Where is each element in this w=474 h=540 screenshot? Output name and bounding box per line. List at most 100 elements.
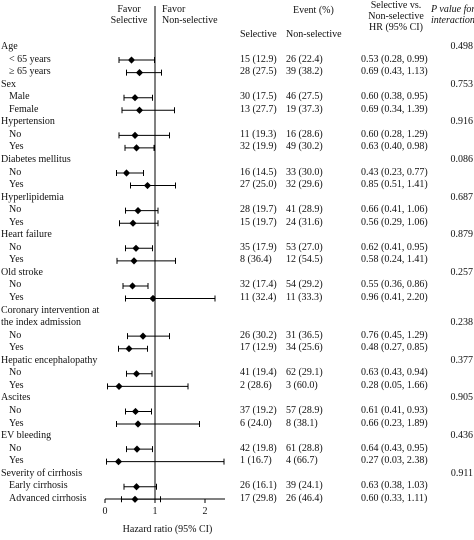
nonselective-event: 62 (29.1) bbox=[286, 367, 323, 379]
estimate-row bbox=[123, 483, 157, 491]
subgroup-label: Advanced cirrhosis bbox=[9, 492, 87, 504]
subgroup-label: ≥ 65 years bbox=[9, 66, 51, 78]
estimate-row bbox=[116, 169, 144, 177]
estimate-row bbox=[121, 106, 175, 114]
hr-point bbox=[134, 207, 142, 215]
selective-event: 11 (32.4) bbox=[240, 292, 277, 303]
hazard-ratio-ci: 0.62 (0.41, 0.95) bbox=[361, 241, 428, 253]
selective-event: 17 (29.8) bbox=[240, 492, 277, 504]
selective-event: 2 (28.6) bbox=[240, 379, 272, 391]
p-value: 0.377 bbox=[450, 354, 474, 366]
nonselective-event: 12 (54.5) bbox=[286, 254, 323, 266]
estimate-row bbox=[125, 407, 152, 416]
estimate-row bbox=[126, 445, 153, 453]
estimate-row bbox=[124, 144, 155, 152]
p-value: 0.916 bbox=[450, 116, 474, 128]
estimate-row bbox=[118, 345, 148, 353]
subgroup-label: Yes bbox=[9, 254, 24, 266]
p-value: 0.911 bbox=[450, 467, 473, 479]
p-value: 0.498 bbox=[450, 41, 474, 52]
nonselective-event: 4 (66.7) bbox=[286, 455, 318, 467]
selective-col-header: Selective bbox=[240, 29, 277, 40]
hr-point bbox=[143, 181, 152, 190]
estimate-row bbox=[125, 207, 159, 215]
hazard-ratio-ci: 0.28 (0.05, 1.66) bbox=[361, 379, 428, 391]
selective-event: 6 (24.0) bbox=[240, 417, 272, 429]
selective-event: 37 (19.2) bbox=[240, 404, 277, 416]
nonselective-event: 3 (60.0) bbox=[286, 379, 318, 391]
selective-event: 16 (14.5) bbox=[240, 166, 277, 178]
subgroup-label: Yes bbox=[9, 141, 24, 153]
hr-point bbox=[132, 370, 141, 378]
nonselective-event: 39 (38.2) bbox=[286, 66, 323, 78]
estimate-row bbox=[125, 294, 216, 303]
subgroup-heading: Coronary intervention at the index admis… bbox=[1, 304, 100, 329]
selective-event: 30 (17.5) bbox=[240, 91, 277, 103]
hazard-ratio-ci: 0.69 (0.34, 1.39) bbox=[361, 103, 428, 115]
hr-point bbox=[125, 345, 133, 353]
hazard-ratio-ci: 0.61 (0.41, 0.93) bbox=[361, 404, 428, 416]
nonselective-event: 26 (46.4) bbox=[286, 492, 323, 504]
estimate-row bbox=[122, 282, 149, 290]
selective-event: 1 (16.7) bbox=[240, 455, 272, 467]
hr-point bbox=[133, 445, 141, 453]
subgroup-label: < 65 years bbox=[9, 53, 51, 65]
estimate-row bbox=[116, 257, 176, 265]
selective-event: 15 (12.9) bbox=[240, 53, 277, 65]
p-value: 0.238 bbox=[450, 317, 474, 329]
nonselective-event: 8 (38.1) bbox=[286, 417, 318, 429]
subgroup-heading: Hepatic encephalopathy bbox=[1, 354, 98, 366]
nonselective-event: 49 (30.2) bbox=[286, 141, 323, 153]
estimate-row bbox=[126, 370, 153, 378]
hazard-ratio-ci: 0.27 (0.03, 2.38) bbox=[361, 455, 428, 467]
subgroup-heading: Old stroke bbox=[1, 266, 43, 278]
nonselective-event: 24 (31.6) bbox=[286, 216, 323, 228]
selective-event: 26 (30.2) bbox=[240, 329, 277, 341]
subgroup-heading: Age bbox=[1, 41, 18, 52]
p-value: 0.879 bbox=[450, 229, 474, 241]
hr-point bbox=[131, 94, 139, 102]
selective-event: 27 (25.0) bbox=[240, 179, 277, 191]
subgroup-label: No bbox=[9, 404, 22, 416]
p-value: 0.905 bbox=[450, 392, 474, 404]
nonselective-event: 34 (25.6) bbox=[286, 342, 323, 354]
hazard-ratio-ci: 0.63 (0.43, 0.94) bbox=[361, 367, 428, 379]
hr-point bbox=[132, 144, 141, 152]
subgroup-label: No bbox=[9, 279, 22, 291]
hazard-ratio-ci: 0.53 (0.28, 0.99) bbox=[361, 53, 428, 65]
estimate-row bbox=[126, 69, 162, 77]
hr-point bbox=[130, 257, 138, 265]
nonselective-event: 31 (36.5) bbox=[286, 329, 323, 341]
nonselective-event: 39 (24.1) bbox=[286, 480, 323, 492]
selective-event: 32 (19.9) bbox=[240, 141, 277, 153]
nonselective-event: 57 (28.9) bbox=[286, 404, 323, 416]
favor-nonselective-label: Favor Non-selective bbox=[162, 4, 218, 26]
hazard-ratio-ci: 0.64 (0.43, 0.95) bbox=[361, 442, 428, 454]
hazard-ratio-ci: 0.55 (0.36, 0.86) bbox=[361, 279, 428, 291]
subgroup-label: Female bbox=[9, 103, 39, 115]
hazard-ratio-ci: 0.63 (0.38, 1.03) bbox=[361, 480, 428, 492]
hazard-ratio-ci: 0.60 (0.38, 0.95) bbox=[361, 91, 428, 103]
hr-point bbox=[115, 382, 123, 390]
hr-point bbox=[114, 458, 123, 466]
hr-point bbox=[139, 332, 147, 340]
selective-event: 28 (19.7) bbox=[240, 204, 277, 216]
selective-event: 28 (27.5) bbox=[240, 66, 277, 78]
subgroup-label: No bbox=[9, 442, 22, 454]
selective-event: 8 (36.4) bbox=[240, 254, 272, 266]
hazard-ratio-ci: 0.43 (0.23, 0.77) bbox=[361, 166, 428, 178]
p-value: 0.086 bbox=[450, 153, 474, 165]
subgroup-label: No bbox=[9, 128, 22, 140]
nonselective-event: 53 (27.0) bbox=[286, 241, 323, 253]
selective-event: 41 (19.4) bbox=[240, 367, 277, 379]
subgroup-label: No bbox=[9, 329, 22, 341]
selective-event: 17 (12.9) bbox=[240, 342, 277, 354]
estimate-row bbox=[107, 382, 189, 390]
p-value: 0.687 bbox=[450, 191, 474, 203]
hr-point bbox=[129, 219, 137, 227]
event-header: Event (%) bbox=[293, 5, 334, 16]
hr-point bbox=[127, 56, 136, 64]
subgroup-heading: Ascites bbox=[1, 392, 31, 404]
subgroup-label: Yes bbox=[9, 455, 24, 467]
